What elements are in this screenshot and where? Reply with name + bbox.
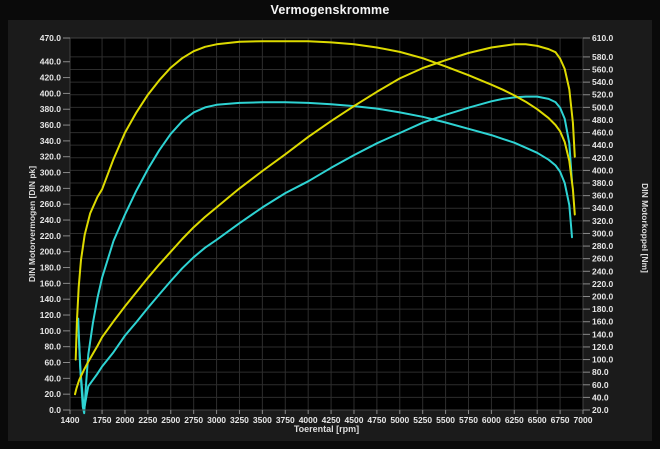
tick-label-left: 380.0 xyxy=(40,104,62,114)
tick-label-left: 20.0 xyxy=(44,389,61,399)
tick-label-right: 80.0 xyxy=(592,367,609,377)
tick-label-left: 160.0 xyxy=(40,278,62,288)
tick-label-left: 420.0 xyxy=(40,73,62,83)
chart-title: Vermogenskromme xyxy=(270,3,390,17)
tick-label-right: 40.0 xyxy=(592,392,609,402)
tick-label-right: 520.0 xyxy=(592,90,614,100)
tick-label-x: 7000 xyxy=(574,415,593,425)
curve-cyan-torque xyxy=(77,101,573,415)
tick-label-x: 4000 xyxy=(299,415,318,425)
tick-label-left: 400.0 xyxy=(40,88,62,98)
tick-label-right: 560.0 xyxy=(592,65,614,75)
tick-label-x: 2750 xyxy=(184,415,203,425)
tick-label-right: 420.0 xyxy=(592,153,614,163)
tick-label-right: 440.0 xyxy=(592,140,614,150)
tick-label-right: 180.0 xyxy=(592,304,614,314)
tick-label-right: 480.0 xyxy=(592,115,614,125)
tick-label-left: 40.0 xyxy=(44,373,61,383)
tick-label-x: 1400 xyxy=(61,415,80,425)
tick-label-left: 80.0 xyxy=(44,342,61,352)
plot-area xyxy=(70,38,583,410)
y-axis-title-left: DIN Motorvermogen [DIN pk] xyxy=(27,165,37,283)
tick-label-right: 540.0 xyxy=(592,77,614,87)
x-axis-title: Toerental [rpm] xyxy=(293,424,360,434)
tick-label-right: 580.0 xyxy=(592,52,614,62)
tick-label-x: 4750 xyxy=(367,415,386,425)
tick-label-left: 440.0 xyxy=(40,57,62,67)
tick-label-x: 4250 xyxy=(322,415,341,425)
tick-label-x: 3500 xyxy=(253,415,272,425)
tick-label-left: 260.0 xyxy=(40,199,62,209)
tick-label-x: 5750 xyxy=(459,415,478,425)
tick-label-left: 340.0 xyxy=(40,136,62,146)
tick-label-right: 260.0 xyxy=(592,254,614,264)
tick-label-left: 60.0 xyxy=(44,358,61,368)
tick-label-x: 5250 xyxy=(413,415,432,425)
tick-label-right: 500.0 xyxy=(592,102,614,112)
tick-label-x: 6250 xyxy=(505,415,524,425)
tick-label-right: 460.0 xyxy=(592,128,614,138)
tick-label-x: 5000 xyxy=(390,415,409,425)
plot-frame xyxy=(69,37,584,411)
tick-label-left: 320.0 xyxy=(40,152,62,162)
tick-label-right: 160.0 xyxy=(592,317,614,327)
tick-label-x: 2500 xyxy=(161,415,180,425)
tick-label-right: 300.0 xyxy=(592,228,614,238)
tick-label-left: 300.0 xyxy=(40,168,62,178)
tick-label-left: 200.0 xyxy=(40,247,62,257)
tick-label-left: 140.0 xyxy=(40,294,62,304)
tick-label-left: 280.0 xyxy=(40,183,62,193)
tick-label-left: 220.0 xyxy=(40,231,62,241)
tick-label-right: 200.0 xyxy=(592,292,614,302)
tick-label-left: 240.0 xyxy=(40,215,62,225)
tick-label-right: 240.0 xyxy=(592,266,614,276)
tick-label-left: 120.0 xyxy=(40,310,62,320)
tick-label-right: 380.0 xyxy=(592,178,614,188)
tick-label-right: 360.0 xyxy=(592,191,614,201)
tick-label-left: 180.0 xyxy=(40,263,62,273)
tick-label-right: 220.0 xyxy=(592,279,614,289)
tick-label-x: 6500 xyxy=(528,415,547,425)
tick-label-right: 60.0 xyxy=(592,380,609,390)
tick-label-x: 5500 xyxy=(436,415,455,425)
tick-label-x: 2250 xyxy=(138,415,157,425)
tick-label-right: 140.0 xyxy=(592,329,614,339)
tick-label-x: 1750 xyxy=(93,415,112,425)
tick-label-right: 280.0 xyxy=(592,241,614,251)
tick-label-right: 610.0 xyxy=(592,33,614,43)
tick-label-x: 3750 xyxy=(276,415,295,425)
tick-label-right: 120.0 xyxy=(592,342,614,352)
tick-label-left: 470.0 xyxy=(40,33,62,43)
tick-label-right: 20.0 xyxy=(592,405,609,415)
tick-label-right: 340.0 xyxy=(592,203,614,213)
tick-label-left: 100.0 xyxy=(40,326,62,336)
tick-label-x: 6750 xyxy=(551,415,570,425)
curve-yellow-torque xyxy=(74,40,576,361)
tick-label-left: 360.0 xyxy=(40,120,62,130)
curve-cyan-power xyxy=(77,95,573,407)
tick-label-x: 6000 xyxy=(482,415,501,425)
tick-label-x: 3250 xyxy=(230,415,249,425)
y-axis-title-right: DIN Motorkoppel [Nm] xyxy=(640,183,650,273)
tick-label-x: 3000 xyxy=(207,415,226,425)
tick-label-left: 0.0 xyxy=(49,405,61,415)
curve-yellow-power xyxy=(74,43,576,396)
tick-label-x: 4500 xyxy=(345,415,364,425)
tick-label-right: 400.0 xyxy=(592,165,614,175)
tick-label-x: 2000 xyxy=(116,415,135,425)
tick-label-right: 100.0 xyxy=(592,355,614,365)
tick-label-right: 320.0 xyxy=(592,216,614,226)
